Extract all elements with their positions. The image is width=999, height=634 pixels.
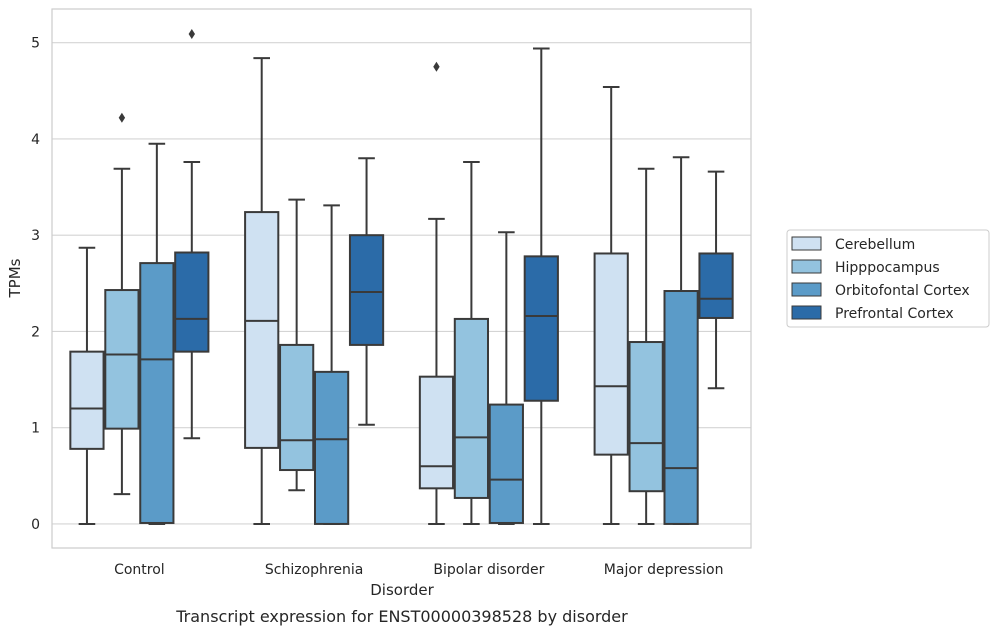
box [488, 231, 524, 525]
x-tick-labels: Control Schizophrenia Bipolar disorder Majo… [114, 562, 723, 578]
box [628, 167, 664, 525]
legend-label: Orbitofontal Cortex [835, 283, 970, 299]
box-iqr [244, 211, 280, 449]
y-tick-labels: 0 1 2 3 4 5 [31, 36, 40, 533]
legend-label: Hipppocampus [835, 260, 940, 276]
box-iqr [279, 343, 315, 472]
outlier-point [433, 61, 440, 72]
box [69, 246, 105, 525]
x-axis-title: Disorder [370, 581, 434, 599]
box-iqr [348, 234, 385, 346]
box [453, 161, 490, 525]
box [174, 29, 210, 440]
box-iqr [488, 403, 524, 524]
y-axis-title: TPMs [6, 258, 24, 298]
box [104, 112, 140, 496]
legend-swatch [791, 236, 822, 251]
legend-frame [786, 229, 990, 328]
box-iqr [523, 255, 559, 402]
box-iqr [628, 341, 664, 493]
box [244, 57, 280, 525]
x-tick-label: Control [114, 562, 165, 578]
box [593, 85, 629, 525]
legend: Cerebellum Hipppocampus Orbitofontal Corte… [786, 229, 990, 328]
chart-caption: Transcript expression for ENST0000039852… [175, 607, 628, 626]
box-iqr [663, 290, 699, 525]
box [348, 157, 385, 426]
box-iqr [453, 317, 490, 499]
box-iqr [139, 262, 175, 524]
plot-frame [51, 8, 752, 549]
box-iqr [418, 375, 455, 490]
legend-swatch [791, 305, 822, 320]
x-tick-label: Schizophrenia [265, 562, 363, 578]
y-tick-label: 2 [31, 324, 40, 340]
box [279, 198, 315, 492]
x-tick-label: Bipolar disorder [433, 562, 544, 578]
box-iqr [698, 252, 734, 319]
legend-label: Prefrontal Cortex [835, 306, 954, 322]
outlier-point [188, 29, 195, 40]
box [139, 142, 175, 525]
box-iqr [104, 289, 140, 430]
box [523, 47, 559, 525]
box [663, 156, 699, 525]
box-iqr [174, 251, 210, 353]
box-iqr [313, 370, 350, 525]
box [313, 204, 350, 525]
y-tick-label: 4 [31, 132, 40, 148]
y-tick-label: 5 [31, 36, 40, 52]
legend-swatch [791, 282, 822, 297]
outlier-point [118, 112, 126, 123]
box-iqr [69, 350, 105, 450]
legend-label: Cerebellum [835, 237, 915, 253]
y-tick-label: 1 [31, 421, 40, 437]
box-iqr [593, 252, 629, 456]
x-tick-label: Major depression [604, 562, 724, 578]
y-tick-label: 0 [31, 517, 40, 533]
box [698, 170, 734, 390]
boxes [69, 29, 734, 525]
y-tick-label: 3 [31, 228, 40, 244]
legend-swatch [791, 259, 822, 274]
box [418, 61, 455, 525]
